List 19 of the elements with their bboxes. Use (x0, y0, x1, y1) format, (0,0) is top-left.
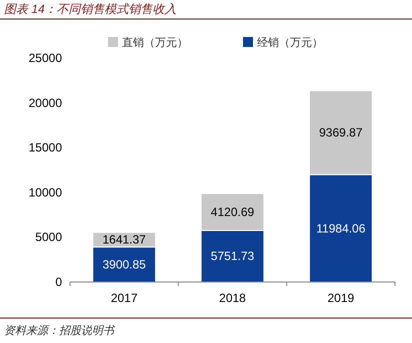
legend-label: 直销（万元） (122, 36, 188, 49)
y-tick-label: 15000 (28, 140, 62, 155)
y-tick-label: 20000 (28, 96, 62, 110)
x-tick-label: 2017 (110, 291, 138, 305)
y-tick-label: 0 (55, 275, 62, 289)
data-label: 11984.06 (316, 221, 366, 236)
x-tick-label: 2019 (327, 291, 355, 305)
data-label: 9369.87 (319, 126, 363, 140)
y-tick-label: 10000 (28, 185, 62, 200)
data-label: 5751.73 (210, 249, 255, 264)
y-tick-label: 5000 (35, 230, 62, 244)
x-tick-label: 2018 (219, 291, 246, 305)
legend-label: 经销（万元） (257, 37, 323, 49)
text: 资料来源：招股说明书 (4, 324, 116, 337)
data-label: 3900.85 (102, 258, 146, 272)
y-tick-label: 25000 (28, 51, 62, 65)
data-label: 1641.37 (102, 232, 146, 247)
data-label: 4120.69 (210, 205, 255, 220)
chart-title: 图表 14：不同销售模式销售收入 (4, 2, 177, 16)
